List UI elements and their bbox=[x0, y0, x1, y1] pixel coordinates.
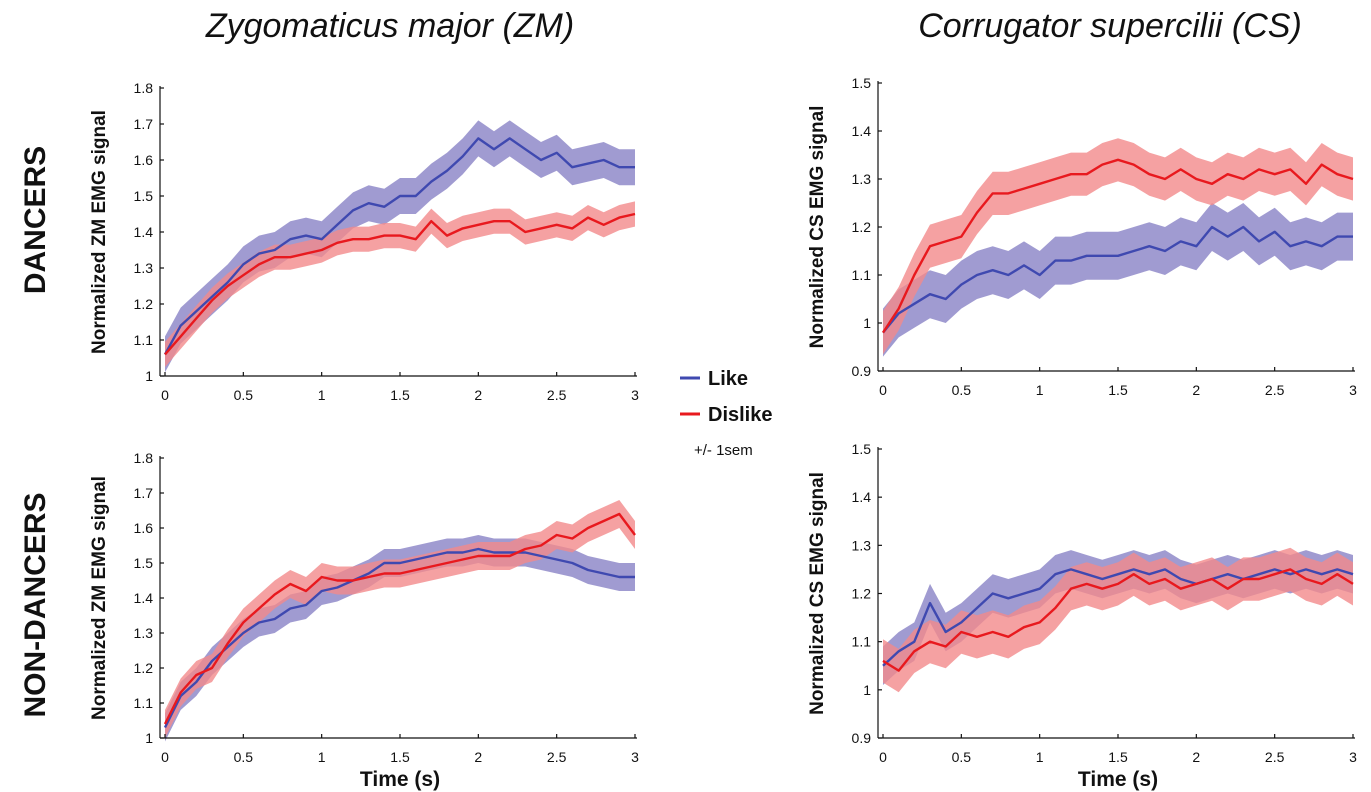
series-line-dislike bbox=[882, 568, 1354, 672]
x-tick-label: 2 bbox=[474, 749, 482, 765]
x-tick-label: 1 bbox=[1036, 749, 1044, 765]
x-tick-label: 1.5 bbox=[1108, 749, 1128, 765]
legend-dislike-label: Dislike bbox=[708, 404, 772, 426]
y-tick-label: 1.7 bbox=[134, 116, 154, 132]
x-tick-label: 0.5 bbox=[952, 382, 972, 398]
y-tick-label: 1.2 bbox=[852, 586, 872, 602]
x-tick-label: 1 bbox=[1036, 382, 1044, 398]
x-tick-label: 2 bbox=[1192, 382, 1200, 398]
y-tick-label: 1.4 bbox=[134, 224, 154, 240]
y-tick-label: 1.4 bbox=[852, 489, 872, 505]
chart-panel-3: 1 1.1 1.2 1.3 1.4 1.5 1.6 1.7 1.8 0 0.5 1 1.5 2 2.5 3 No… bbox=[89, 450, 639, 791]
y-tick-label: 1 bbox=[863, 682, 871, 698]
y-tick-label: 1.3 bbox=[852, 537, 872, 553]
x-tick-label: 0 bbox=[161, 387, 169, 403]
y-tick-label: 1.1 bbox=[852, 634, 872, 650]
sem-band-like bbox=[883, 203, 1353, 357]
x-tick-label: 1 bbox=[318, 387, 326, 403]
y-tick-label: 1.5 bbox=[852, 441, 872, 457]
chart-panel-1: 1 1.1 1.2 1.3 1.4 1.5 1.6 1.7 1.8 0 0.5 1 1.5 2 2.5 3 No… bbox=[89, 80, 639, 403]
y-tick-label: 1.6 bbox=[134, 152, 154, 168]
x-tick-label: 0.5 bbox=[952, 749, 972, 765]
y-tick-label: 1.5 bbox=[852, 75, 872, 91]
x-tick-label: 2.5 bbox=[1265, 382, 1285, 398]
column-title-zm: Zygomaticus major (ZM) bbox=[205, 7, 574, 45]
x-tick-label: 3 bbox=[1349, 749, 1357, 765]
legend-sem-note: +/- 1sem bbox=[694, 442, 753, 459]
x-tick-label: 2 bbox=[1192, 749, 1200, 765]
x-tick-label: 1.5 bbox=[390, 749, 410, 765]
x-tick-label: 3 bbox=[1349, 382, 1357, 398]
sem-band-dislike bbox=[883, 547, 1353, 693]
y-tick-label: 1 bbox=[145, 730, 153, 746]
y-tick-label: 0.9 bbox=[852, 363, 872, 379]
x-tick-label: 2.5 bbox=[547, 387, 567, 403]
x-tick-label: 2 bbox=[474, 387, 482, 403]
y-axis-label: Normalized CS EMG signal bbox=[807, 106, 828, 349]
x-tick-label: 2.5 bbox=[547, 749, 567, 765]
series-line-dislike bbox=[163, 512, 636, 725]
legend: Like Dislike +/- 1sem bbox=[680, 368, 772, 459]
sem-band-like bbox=[165, 120, 635, 373]
y-axis-label: Normalized ZM EMG signal bbox=[89, 110, 110, 354]
x-tick-label: 0.5 bbox=[234, 749, 254, 765]
chart-panel-4: 0.9 1 1.1 1.2 1.3 1.4 1.5 0 0.5 1 1.5 2 2.5 3 Normaliz… bbox=[807, 441, 1357, 791]
column-title-cs: Corrugator supercilii (CS) bbox=[918, 7, 1302, 45]
y-tick-label: 1.5 bbox=[134, 188, 154, 204]
chart-panel-2: 0.9 1 1.1 1.2 1.3 1.4 1.5 0 0.5 1 1.5 2 2.5 3 Normaliz… bbox=[807, 75, 1357, 398]
y-tick-label: 1.1 bbox=[134, 332, 154, 348]
y-tick-label: 1.1 bbox=[134, 695, 154, 711]
series-line-dislike bbox=[164, 212, 636, 356]
x-tick-label: 3 bbox=[631, 387, 639, 403]
y-tick-label: 1.3 bbox=[134, 625, 154, 641]
x-tick-label: 0 bbox=[879, 749, 887, 765]
x-tick-label: 0 bbox=[161, 749, 169, 765]
y-tick-label: 1.4 bbox=[852, 123, 872, 139]
series-line-like bbox=[882, 225, 1353, 334]
sem-band-dislike bbox=[165, 500, 635, 738]
x-tick-label: 2.5 bbox=[1265, 749, 1285, 765]
series-line-like bbox=[163, 137, 635, 355]
legend-like-label: Like bbox=[708, 368, 748, 390]
x-tick-label: 0.5 bbox=[234, 387, 254, 403]
x-tick-label: 3 bbox=[631, 749, 639, 765]
y-axis-label: Normalized ZM EMG signal bbox=[89, 476, 110, 720]
y-tick-label: 1.3 bbox=[134, 260, 154, 276]
x-axis-label: Time (s) bbox=[1078, 768, 1158, 791]
y-tick-label: 1.2 bbox=[852, 219, 872, 235]
y-tick-label: 1 bbox=[145, 368, 153, 384]
row-label-dancers: DANCERS bbox=[19, 146, 52, 294]
y-tick-label: 1 bbox=[863, 315, 871, 331]
x-tick-label: 1.5 bbox=[390, 387, 410, 403]
y-tick-label: 1.8 bbox=[134, 450, 154, 466]
series-line-like bbox=[163, 547, 635, 729]
row-label-non-dancers: NON-DANCERS bbox=[19, 493, 52, 718]
x-tick-label: 0 bbox=[879, 382, 887, 398]
y-axis-label: Normalized CS EMG signal bbox=[807, 472, 828, 715]
y-tick-label: 1.3 bbox=[852, 171, 872, 187]
y-tick-label: 1.2 bbox=[134, 296, 154, 312]
y-tick-label: 1.5 bbox=[134, 555, 154, 571]
x-axis-label: Time (s) bbox=[360, 768, 440, 791]
series-line-dislike bbox=[881, 158, 1354, 334]
y-tick-label: 0.9 bbox=[852, 730, 872, 746]
y-tick-label: 1.8 bbox=[134, 80, 154, 96]
chart-panels: 1 1.1 1.2 1.3 1.4 1.5 1.6 1.7 1.8 0 0.5 1 1.5 2 2.5 3 No… bbox=[89, 75, 1357, 791]
x-tick-label: 1 bbox=[318, 749, 326, 765]
y-tick-label: 1.6 bbox=[134, 520, 154, 536]
y-tick-label: 1.4 bbox=[134, 590, 154, 606]
y-tick-label: 1.7 bbox=[134, 485, 154, 501]
y-tick-label: 1.2 bbox=[134, 660, 154, 676]
x-tick-label: 1.5 bbox=[1108, 382, 1128, 398]
y-tick-label: 1.1 bbox=[852, 267, 872, 283]
series-line-like bbox=[882, 568, 1354, 667]
